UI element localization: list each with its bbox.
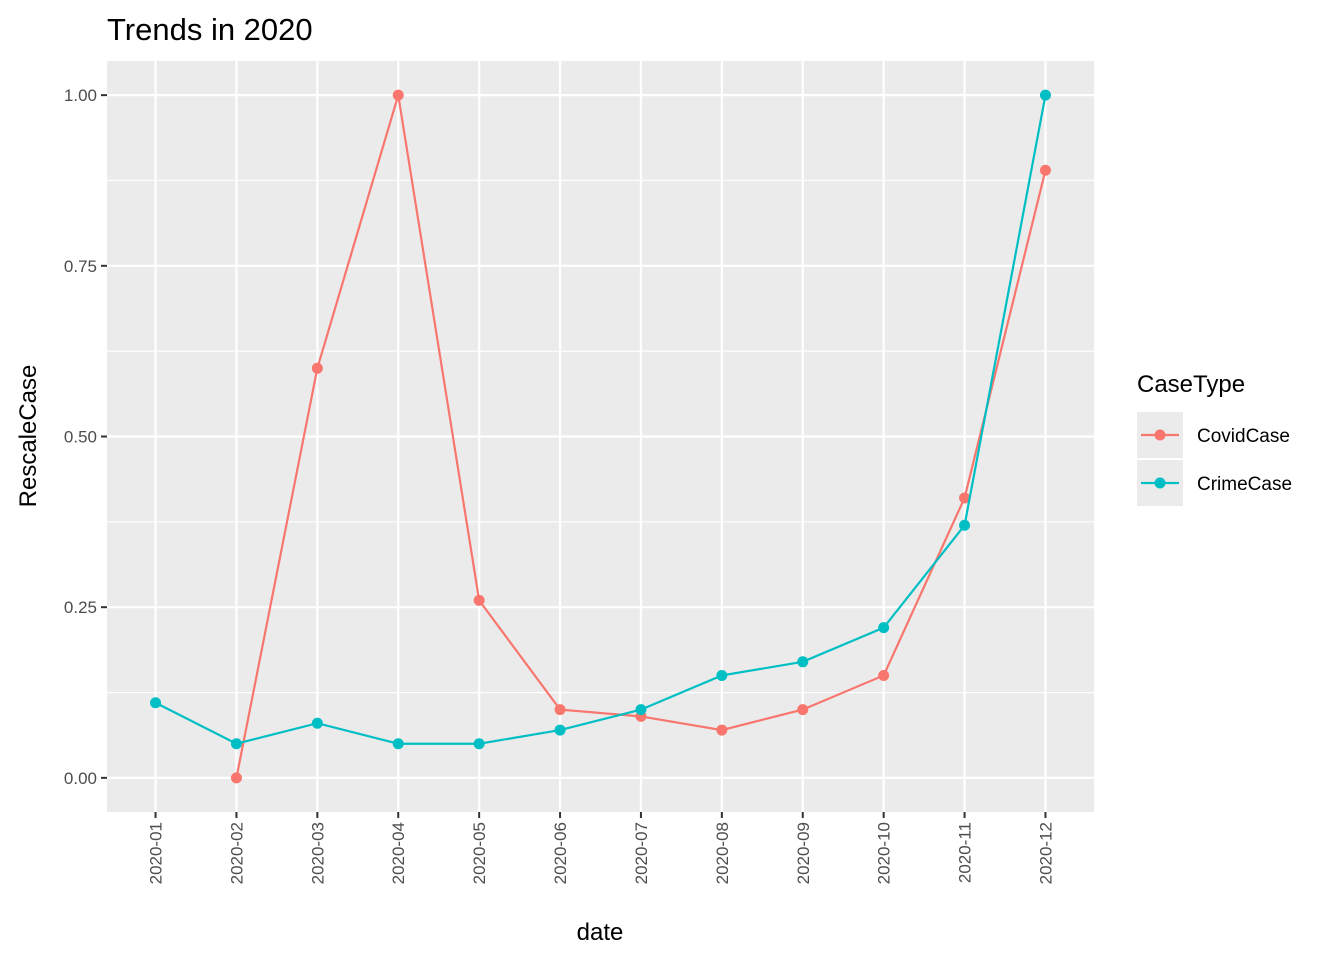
y-axis-title: RescaleCase xyxy=(15,365,42,508)
data-point-covidcase xyxy=(392,89,404,101)
x-tick-label: 2020-08 xyxy=(713,822,732,884)
legend: CaseType CovidCase CrimeCase xyxy=(1137,371,1292,506)
data-point-covidcase xyxy=(230,772,242,784)
y-tick-label: 0.50 xyxy=(64,428,97,447)
data-point-crimecase xyxy=(959,519,971,531)
data-point-crimecase xyxy=(554,724,566,736)
legend-key-point-covidcase xyxy=(1154,429,1166,441)
major-gridlines xyxy=(107,61,1094,812)
y-axis: 0.00 0.25 0.50 0.75 1.00 xyxy=(64,86,107,788)
y-tick-label: 1.00 xyxy=(64,86,97,105)
data-point-crimecase xyxy=(635,704,647,716)
data-point-covidcase xyxy=(797,704,809,716)
data-point-covidcase xyxy=(554,704,566,716)
data-point-covidcase xyxy=(878,669,890,681)
x-tick-label: 2020-04 xyxy=(389,822,408,884)
legend-title: CaseType xyxy=(1137,371,1245,398)
x-tick-label: 2020-11 xyxy=(956,822,975,883)
data-point-crimecase xyxy=(1039,89,1051,101)
x-tick-label: 2020-01 xyxy=(147,822,166,884)
x-tick-label: 2020-09 xyxy=(794,822,813,884)
data-point-crimecase xyxy=(150,697,162,709)
data-point-covidcase xyxy=(716,724,728,736)
x-axis-title: date xyxy=(577,919,624,946)
x-tick-label: 2020-05 xyxy=(470,822,489,884)
legend-label-crimecase: CrimeCase xyxy=(1197,474,1292,495)
legend-key-point-crimecase xyxy=(1154,477,1166,489)
data-point-covidcase xyxy=(311,362,323,374)
x-tick-label: 2020-12 xyxy=(1036,822,1055,884)
series-line-crimecase xyxy=(155,94,1047,745)
x-tick-label: 2020-07 xyxy=(632,822,651,884)
data-point-crimecase xyxy=(392,738,404,750)
data-point-covidcase xyxy=(959,492,971,504)
data-point-crimecase xyxy=(230,738,242,750)
data-point-crimecase xyxy=(473,738,485,750)
x-tick-label: 2020-10 xyxy=(875,822,894,884)
chart-title: Trends in 2020 xyxy=(107,12,313,47)
data-point-crimecase xyxy=(797,656,809,668)
x-axis: 2020-01 2020-02 2020-03 2020-04 2020-05 2020-… xyxy=(147,812,1055,884)
x-tick-label: 2020-03 xyxy=(308,822,327,884)
data-point-crimecase xyxy=(311,717,323,729)
data-point-crimecase xyxy=(716,669,728,681)
data-point-covidcase xyxy=(1039,164,1051,176)
legend-label-covidcase: CovidCase xyxy=(1197,426,1290,447)
data-point-crimecase xyxy=(878,622,890,634)
y-tick-label: 0.75 xyxy=(64,257,97,276)
x-tick-label: 2020-02 xyxy=(227,822,246,884)
series-layer xyxy=(150,89,1051,784)
minor-gridlines xyxy=(107,179,1094,694)
data-point-covidcase xyxy=(473,594,485,606)
y-tick-label: 0.00 xyxy=(64,769,97,788)
x-tick-label: 2020-06 xyxy=(551,822,570,884)
y-tick-label: 0.25 xyxy=(64,598,97,617)
